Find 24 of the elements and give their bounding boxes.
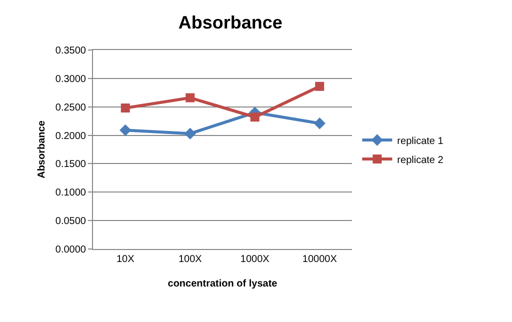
legend-label: replicate 2 bbox=[397, 154, 444, 166]
y-tick-label: 0.2500 bbox=[55, 102, 86, 114]
y-tick-label: 0.3500 bbox=[55, 46, 86, 56]
x-tick-label: 10000X bbox=[302, 254, 338, 265]
chart-title: Absorbance bbox=[178, 12, 282, 33]
point bbox=[120, 124, 132, 136]
y-tick-label: 0.0500 bbox=[55, 216, 86, 228]
point bbox=[315, 82, 324, 91]
point bbox=[184, 128, 196, 140]
legend-label: replicate 1 bbox=[397, 136, 444, 147]
y-tick-label: 0.2000 bbox=[55, 130, 86, 142]
point bbox=[314, 118, 326, 130]
x-tick-label: 10X bbox=[116, 254, 135, 265]
y-axis-title: Absorbance bbox=[36, 120, 48, 178]
y-tick-label: 0.3000 bbox=[55, 74, 86, 85]
point bbox=[186, 93, 195, 102]
y-tick-label: 0.1000 bbox=[55, 188, 86, 199]
y-tick-label: 0.0000 bbox=[55, 244, 86, 256]
point bbox=[250, 112, 260, 122]
x-tick-label: 100X bbox=[178, 254, 202, 265]
x-tick-label: 1000X bbox=[240, 254, 270, 265]
point bbox=[120, 103, 130, 112]
x-axis-title: concentration of lysate bbox=[168, 278, 278, 290]
y-tick-label: 0.1500 bbox=[55, 159, 86, 170]
